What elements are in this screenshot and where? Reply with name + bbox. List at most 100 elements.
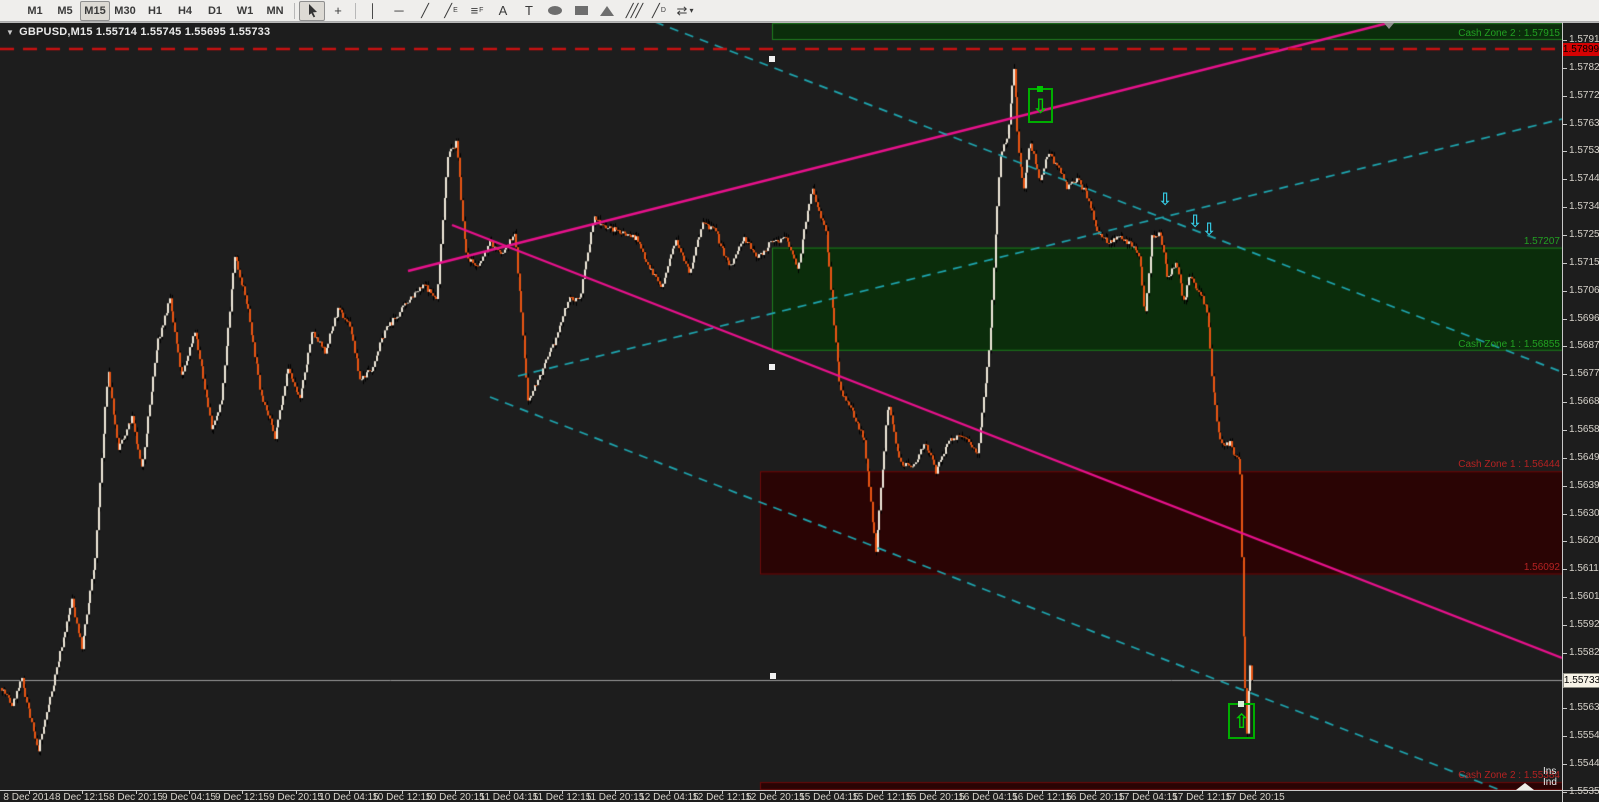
time-tick: [829, 790, 830, 794]
price-tick: [1562, 151, 1567, 152]
timeframe-button-m15[interactable]: M15: [80, 0, 110, 21]
price-tick-label: 1.57345: [1569, 201, 1599, 212]
horizontal-line-tool[interactable]: ─: [386, 1, 412, 21]
time-tick-label: 17 Dec 04:15: [1118, 792, 1178, 802]
text-label-tool[interactable]: T: [516, 1, 542, 21]
ellipse-icon: [548, 6, 562, 15]
time-tick: [775, 790, 776, 794]
rectangle-tool[interactable]: [568, 1, 594, 21]
toolbar-separator: [355, 2, 356, 19]
price-tick-label: 1.56300: [1569, 508, 1599, 519]
price-tick-label: 1.57155: [1569, 257, 1599, 268]
time-tick: [136, 790, 137, 794]
time-tick-label: 15 Dec 12:15: [852, 792, 912, 802]
object-anchor[interactable]: [769, 56, 775, 62]
price-tick-label: 1.56870: [1569, 340, 1599, 351]
arrows-tool[interactable]: ⇄ ▾: [672, 1, 698, 21]
object-anchor[interactable]: [1238, 701, 1244, 707]
time-tick: [1042, 790, 1043, 794]
time-tick: [29, 790, 30, 794]
sell-signal-box[interactable]: ⇩: [1028, 86, 1053, 123]
price-tick-label: 1.57535: [1569, 145, 1599, 156]
time-tick: [562, 790, 563, 794]
time-tick: [988, 790, 989, 794]
chart-shift-marker-icon[interactable]: [1384, 23, 1394, 29]
time-tick-label: 15 Dec 20:15: [905, 792, 965, 802]
buy-signal-box[interactable]: ⇧: [1228, 701, 1255, 739]
time-tick-label: 8 Dec 2014: [3, 792, 55, 802]
crosshair-tool[interactable]: +: [325, 1, 351, 21]
price-tick: [1562, 764, 1567, 765]
timeframe-button-w1[interactable]: W1: [236, 4, 254, 17]
timeframe-button-h1[interactable]: H1: [147, 4, 163, 17]
price-tick: [1562, 736, 1567, 737]
zone-label: 1.57207: [1523, 235, 1560, 247]
timeframe-button-m30[interactable]: M30: [114, 4, 136, 17]
text-label-tool-icon: T: [525, 3, 533, 18]
cycle-lines-tool[interactable]: ╱ D: [652, 2, 666, 18]
price-tick-label: 1.57060: [1569, 285, 1599, 296]
time-tick-label: 17 Dec 12:15: [1172, 792, 1232, 802]
price-tick: [1562, 430, 1567, 431]
diagonal-hatch-tool[interactable]: ╱╱╱: [620, 1, 646, 21]
sell-signal-arrow-icon[interactable]: ⇩: [1202, 220, 1217, 240]
object-anchor[interactable]: [1037, 86, 1043, 92]
price-tick: [1562, 792, 1567, 793]
time-tick: [509, 790, 510, 794]
trendline-tool[interactable]: ╱: [412, 1, 438, 21]
chart-ohlc-info: ▼ GBPUSD,M15 1.55714 1.55745 1.55695 1.5…: [6, 26, 270, 38]
vertical-line-tool[interactable]: │: [360, 1, 386, 21]
price-tick: [1562, 124, 1567, 125]
time-tick: [935, 790, 936, 794]
time-tick: [242, 790, 243, 794]
cursor-icon: [308, 4, 317, 18]
price-tick-label: 1.57820: [1569, 62, 1599, 73]
price-tick-label: 1.55350: [1569, 786, 1599, 797]
triangle-tool[interactable]: [594, 1, 620, 21]
price-tick: [1562, 96, 1567, 97]
time-tick: [189, 790, 190, 794]
timeframe-button-h4[interactable]: H4: [177, 4, 193, 17]
text-tool[interactable]: A: [490, 1, 516, 21]
price-tick: [1562, 68, 1567, 69]
corner-text-line2: Ind: [1543, 777, 1557, 788]
timeframe-button-d1[interactable]: D1: [207, 4, 223, 17]
collapse-ohlc-icon[interactable]: ▼: [6, 27, 15, 37]
time-tick: [722, 790, 723, 794]
time-tick: [402, 790, 403, 794]
price-tick: [1562, 291, 1567, 292]
time-tick-label: 10 Dec 20:15: [425, 792, 485, 802]
fibonacci-retracement-tool[interactable]: ≡ F: [470, 3, 484, 18]
timeframe-button-m5[interactable]: M5: [57, 4, 73, 17]
price-tick-label: 1.55540: [1569, 730, 1599, 741]
time-tick: [349, 790, 350, 794]
price-tick: [1562, 263, 1567, 264]
price-tick: [1562, 708, 1567, 709]
time-tick: [296, 790, 297, 794]
equidistant-channel-tool[interactable]: ╱ E: [444, 2, 458, 18]
ellipse-tool[interactable]: [542, 1, 568, 21]
time-tick-label: 9 Dec 12:15: [215, 792, 269, 802]
time-tick-label: 16 Dec 04:15: [958, 792, 1018, 802]
price-tick: [1562, 458, 1567, 459]
dropdown-caret-icon[interactable]: ▾: [689, 6, 694, 15]
time-tick-label: 11 Dec 20:15: [585, 792, 645, 802]
sell-signal-arrow-icon[interactable]: ⇩: [1188, 212, 1203, 232]
ask-price-box: 1.57899: [1562, 43, 1599, 56]
object-anchor[interactable]: [769, 364, 775, 370]
time-tick: [82, 790, 83, 794]
timeframe-button-m1[interactable]: M1: [27, 4, 43, 17]
price-tick: [1562, 653, 1567, 654]
cursor-tool[interactable]: [299, 0, 325, 21]
time-tick-label: 15 Dec 04:15: [799, 792, 859, 802]
price-tick-label: 1.57630: [1569, 118, 1599, 129]
price-tick: [1562, 402, 1567, 403]
cycle-lines-tool-icon: ╱: [652, 2, 660, 18]
crosshair-tool-icon: +: [334, 3, 342, 18]
timeframe-button-mn[interactable]: MN: [266, 4, 284, 17]
sell-signal-arrow-icon[interactable]: ⇩: [1158, 190, 1173, 210]
object-anchor[interactable]: [770, 673, 776, 679]
time-tick-label: 10 Dec 12:15: [372, 792, 432, 802]
